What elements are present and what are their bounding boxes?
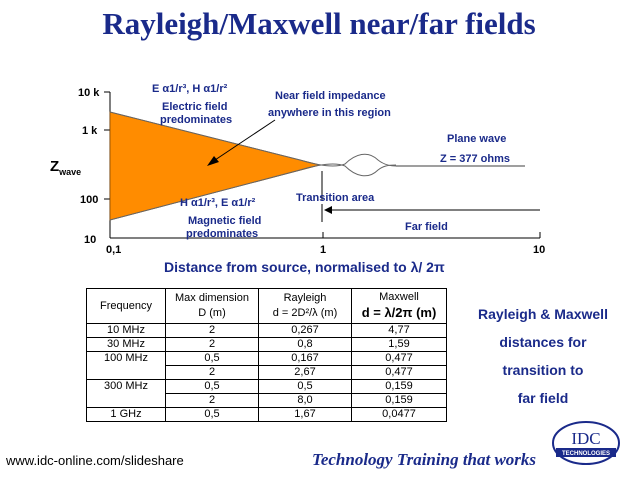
magnetic-formula: H α1/r³, E α1/r² xyxy=(180,197,256,209)
electric-text-2: predominates xyxy=(160,114,232,126)
table-cell: 0,477 xyxy=(351,351,447,366)
plane-wave-label-1: Plane wave xyxy=(447,133,506,145)
footer-url[interactable]: www.idc-online.com/slideshare xyxy=(6,453,184,468)
table-cell: 2 xyxy=(165,393,259,408)
table-cell: 0,267 xyxy=(258,323,352,338)
transition-label: Transition area xyxy=(296,192,375,204)
table-row: 2 2,67 0,477 xyxy=(86,365,447,380)
table-cell xyxy=(86,393,166,408)
table-cell: 1,67 xyxy=(258,407,352,422)
magnetic-text-1: Magnetic field xyxy=(188,215,261,227)
transition-curve-lower xyxy=(109,163,397,221)
table-cell: 2 xyxy=(165,365,259,380)
header-rayleigh-line2: d = 2D²/λ (m) xyxy=(272,307,338,319)
table-row: 2 8,0 0,159 xyxy=(86,393,447,408)
table-cell: 100 MHz xyxy=(86,351,166,366)
side-caption-line: transition to xyxy=(502,362,584,378)
table-cell xyxy=(86,365,166,380)
near-field-label-2: anywhere in this region xyxy=(268,107,391,119)
table-row: 100 MHz 0,5 0,167 0,477 xyxy=(86,351,447,366)
y-tick-label-10: 10 xyxy=(84,234,96,246)
electric-text-1: Electric field xyxy=(162,101,227,113)
header-max-dimension: Max dimension D (m) xyxy=(165,288,259,324)
y-tick-label-100: 100 xyxy=(80,194,98,206)
y-tick-label-1k: 1 k xyxy=(82,125,98,137)
near-field-pointer xyxy=(211,119,276,163)
y-tick-label-10k: 10 k xyxy=(78,87,100,99)
logo-sub-text: TECHNOLOGIES xyxy=(562,451,610,457)
near-field-pointer-head xyxy=(207,156,219,166)
plane-wave-label-2: Z = 377 ohms xyxy=(440,153,510,165)
side-caption-line: distances for xyxy=(499,334,587,350)
side-caption: Rayleigh & Maxwell distances for transit… xyxy=(458,300,628,412)
table-cell: 0,0477 xyxy=(351,407,447,422)
table-row: 300 MHz 0,5 0,5 0,159 xyxy=(86,379,447,394)
table-cell: 0,5 xyxy=(165,379,259,394)
y-axis-label: Zwave xyxy=(50,158,81,177)
table-cell: 0,5 xyxy=(258,379,352,394)
x-tick-label-1: 1 xyxy=(320,244,326,256)
side-caption-line: Rayleigh & Maxwell xyxy=(478,306,608,322)
table-cell: 0,477 xyxy=(351,365,447,380)
table-cell: 2,67 xyxy=(258,365,352,380)
header-maxwell-line1: Maxwell xyxy=(379,291,419,303)
table-cell: 0,5 xyxy=(165,407,259,422)
table-row: 30 MHz 2 0,8 1,59 xyxy=(86,337,447,352)
table-row: 10 MHz 2 0,267 4,77 xyxy=(86,323,447,338)
header-frequency: Frequency xyxy=(86,288,166,324)
table-cell: 1 GHz xyxy=(86,407,166,422)
header-max-dimension-line1: Max dimension xyxy=(175,292,249,304)
slide-title: Rayleigh/Maxwell near/far fields xyxy=(102,6,536,41)
logo-main-text: IDC xyxy=(571,429,600,448)
header-rayleigh: Rayleigh d = 2D²/λ (m) xyxy=(258,288,352,324)
side-caption-line: far field xyxy=(517,390,569,406)
distance-table: Frequency Max dimension D (m) Rayleigh d =… xyxy=(86,288,447,422)
table-header-row: Frequency Max dimension D (m) Rayleigh d =… xyxy=(86,288,447,324)
far-field-label: Far field xyxy=(405,221,448,233)
table-cell: 0,5 xyxy=(165,351,259,366)
table-cell: 0,167 xyxy=(258,351,352,366)
table-cell: 4,77 xyxy=(351,323,447,338)
footer-bar xyxy=(0,442,638,478)
table-cell: 30 MHz xyxy=(86,337,166,352)
table-cell: 0,159 xyxy=(351,393,447,408)
header-maxwell-line2: d = λ/2π (m) xyxy=(361,305,437,320)
near-field-label-1: Near field impedance xyxy=(275,90,386,102)
table-row: 1 GHz 0,5 1,67 0,0477 xyxy=(86,407,447,422)
electric-formula: E α1/r³, H α1/r² xyxy=(152,83,228,95)
near-far-field-diagram: 10 k 1 k 100 10 0,1 1 10 Zwave E α1/r³, … xyxy=(50,83,545,275)
x-axis-label: Distance from source, normalised to λ/ 2… xyxy=(164,259,445,275)
idc-logo: IDC TECHNOLOGIES xyxy=(552,421,620,465)
x-tick-label-0-1: 0,1 xyxy=(106,244,121,256)
magnetic-text-2: predominates xyxy=(186,228,258,240)
table-cell: 8,0 xyxy=(258,393,352,408)
table-cell: 1,59 xyxy=(351,337,447,352)
table-cell: 10 MHz xyxy=(86,323,166,338)
footer-slogan: Technology Training that works xyxy=(312,450,537,469)
table-cell: 300 MHz xyxy=(86,379,166,394)
table-cell: 0,8 xyxy=(258,337,352,352)
header-rayleigh-line1: Rayleigh xyxy=(283,292,327,304)
table-cell: 2 xyxy=(165,323,259,338)
table-cell: 0,159 xyxy=(351,379,447,394)
x-tick-label-10: 10 xyxy=(533,244,545,256)
table-cell: 2 xyxy=(165,337,259,352)
far-field-arrow-head xyxy=(324,206,332,214)
header-maxwell: Maxwell d = λ/2π (m) xyxy=(351,288,447,324)
header-frequency-text: Frequency xyxy=(100,299,152,312)
header-max-dimension-line2: D (m) xyxy=(198,307,226,319)
